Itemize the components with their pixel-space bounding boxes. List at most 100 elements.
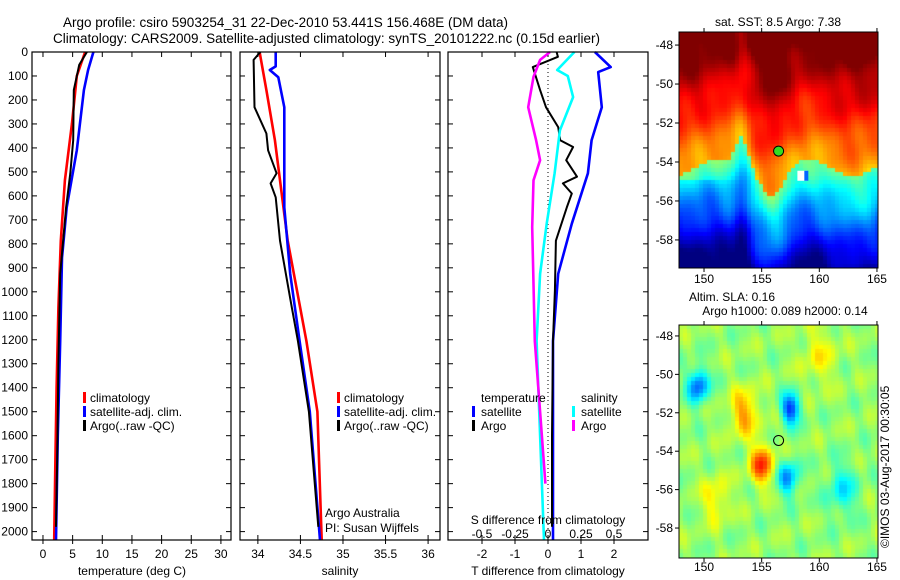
lat-tick-label: -54 [656, 155, 674, 169]
lon-tick-label: 150 [694, 560, 714, 574]
x-tick-label: -2 [477, 547, 488, 561]
plot-frame [239, 51, 441, 541]
lat-tick-label: -58 [656, 233, 674, 247]
series-line-s-argo [526, 50, 551, 484]
lat-tick-label: -52 [656, 116, 674, 130]
lat-tick-label: -58 [656, 521, 674, 535]
series-line-t-argo [531, 51, 578, 527]
depth-tick-label: 1700 [1, 453, 28, 467]
lon-tick-label: 160 [809, 560, 829, 574]
lat-tick-label: -56 [656, 194, 674, 208]
sla-map-title-line2: Argo h1000: 0.089 h2000: 0.14 [702, 304, 868, 318]
x-tick-label: 5 [69, 547, 76, 561]
depth-tick-label: 500 [8, 165, 28, 179]
depth-tick-label: 2000 [1, 525, 28, 539]
depth-tick-label: 1600 [1, 429, 28, 443]
legend-swatch-satellite [83, 406, 86, 417]
profile-panel-3: -2 -1 0 1 2 -0.5 -0.25 0 0.25 0.5 [447, 50, 649, 561]
legend-label: Argo(..raw -QC) [344, 419, 429, 433]
lon-tick-label: 150 [694, 272, 714, 286]
legend-label: Argo [481, 419, 507, 433]
lon-tick-label: 160 [809, 272, 829, 286]
legend-label: Argo [581, 419, 607, 433]
x-tick-label: 0 [40, 547, 47, 561]
x-tick-label: 1 [578, 547, 585, 561]
depth-tick-label: 300 [8, 117, 28, 131]
depth-tick-label: 1500 [1, 405, 28, 419]
x-tick-label: 34.5 [289, 547, 313, 561]
sla-map-title-line1: Altim. SLA: 0.16 [689, 290, 775, 304]
legend-label: climatology [90, 391, 150, 405]
legend-label: satellite [581, 405, 622, 419]
depth-tick-label: 1800 [1, 477, 28, 491]
x-tick-label: 25 [185, 547, 199, 561]
x-tick-label: 20 [155, 547, 169, 561]
temperature-xlabel: temperature (deg C) [78, 564, 186, 578]
s-tick-label: 0.25 [569, 527, 593, 541]
legend-swatch-s-satellite [572, 406, 575, 417]
salinity-legend: climatology satellite-adj. clim. Argo(..… [337, 391, 436, 433]
depth-tick-label: 600 [8, 189, 28, 203]
attribution-line1: Argo Australia [325, 506, 400, 520]
depth-tick-label: 1900 [1, 501, 28, 515]
s-tick-label: 0 [545, 527, 552, 541]
x-tick-label: -1 [510, 547, 521, 561]
sdiff-xlabel: S difference from climatology [471, 513, 626, 527]
x-tick-label: 30 [214, 547, 228, 561]
lon-tick-label: 165 [867, 272, 887, 286]
x-tick-label: 36 [421, 547, 435, 561]
legend-swatch-climatology [337, 392, 340, 403]
argo-position-marker [773, 145, 785, 157]
x-tick-label: 35 [336, 547, 350, 561]
legend-swatch-argo [337, 420, 340, 431]
watermark: ©IMOS 03-Aug-2017 00:30:05 [878, 385, 892, 548]
lat-tick-label: -56 [656, 483, 674, 497]
s-tick-label: -0.25 [501, 527, 529, 541]
sst-map-axes: 150 155 160 165 -48 -50 -52 -54 -56 -58 [656, 28, 887, 286]
depth-tick-label: 1300 [1, 357, 28, 371]
x-tick-label: 15 [125, 547, 139, 561]
legend-swatch-t-argo [472, 420, 475, 431]
series-line-argo-raw-qc- [252, 51, 320, 527]
depth-tick-label: 800 [8, 237, 28, 251]
depth-tick-label: 1400 [1, 381, 28, 395]
lat-tick-label: -54 [656, 444, 674, 458]
legend-label: satellite-adj. clim. [344, 405, 436, 419]
legend-label: satellite [481, 405, 522, 419]
depth-tick-label: 400 [8, 141, 28, 155]
depth-tick-label: 900 [8, 261, 28, 275]
depth-tick-label: 100 [8, 69, 28, 83]
missing-data-patch [804, 170, 809, 181]
lat-tick-label: -50 [656, 367, 674, 381]
x-tick-label: 10 [96, 547, 110, 561]
s-tick-label: 0.5 [606, 527, 623, 541]
legend-swatch-s-argo [572, 420, 575, 431]
lat-tick-label: -48 [656, 329, 674, 343]
legend-label: climatology [344, 391, 404, 405]
sst-map-title: sat. SST: 8.5 Argo: 7.38 [715, 15, 841, 29]
tdiff-xlabel: T difference from climatology [471, 564, 625, 578]
legend-label: Argo(..raw -QC) [90, 419, 175, 433]
profile-panel-2: 34 34.5 35 35.5 36 [239, 51, 441, 561]
missing-data-patch [797, 170, 808, 181]
series-line-argo-raw-qc- [55, 51, 88, 527]
legend-swatch-argo [83, 420, 86, 431]
x-tick-label: 2 [611, 547, 618, 561]
depth-tick-label: 1100 [2, 309, 28, 323]
sla-map-image [679, 325, 878, 558]
series-line-satellite-adj-clim- [268, 52, 322, 541]
legend-swatch-satellite [337, 406, 340, 417]
title-line2: Climatology: CARS2009. Satellite-adjuste… [53, 31, 600, 46]
series-line-satellite-adj-clim- [54, 51, 95, 541]
legend-label: satellite-adj. clim. [90, 405, 182, 419]
lat-tick-label: -50 [656, 77, 674, 91]
plot-frame [31, 51, 232, 541]
series-line-climatology [52, 51, 87, 541]
lat-tick-label: -52 [656, 406, 674, 420]
lat-tick-label: -48 [656, 38, 674, 52]
temperature-legend: climatology satellite-adj. clim. Argo(..… [83, 391, 182, 433]
depth-tick-label: 1000 [1, 285, 28, 299]
depth-tick-label: 700 [8, 213, 28, 227]
title-line1: Argo profile: csiro 5903254_31 22-Dec-20… [63, 15, 508, 30]
